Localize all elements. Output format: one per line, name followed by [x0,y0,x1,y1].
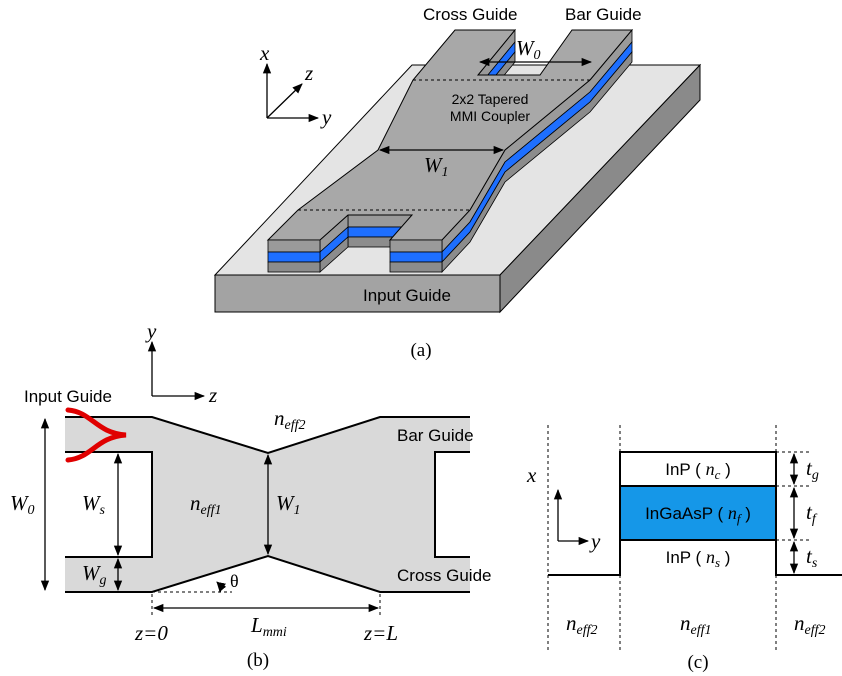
slab-front [215,275,500,312]
caption: (a) [410,340,431,361]
text-part: s [100,503,106,518]
index-symbol: n [794,611,805,635]
text-part: eff1 [201,503,222,518]
guide-front [268,262,320,272]
layer-bracket: ) [720,460,730,479]
thickness-subscript: s [812,556,818,571]
index-label: neff2 [566,611,598,638]
figure: x z y Cross Guide Bar Guide W0 2x2 Taper… [0,0,842,676]
index-symbol: n [566,611,577,635]
dimension-label: W0 [516,36,541,63]
angle-label: θ [230,571,239,591]
guide-label: Input Guide [24,387,112,406]
index-subscript: eff2 [577,623,598,638]
caption: (c) [687,652,708,673]
axis-label: x [259,41,270,65]
axis-label: y [589,529,601,553]
thickness-label: ts [806,544,818,571]
text-part: eff2 [285,418,306,433]
position-label: z=L [363,621,398,645]
text-part: 1 [442,165,449,180]
text-part: mmi [263,625,287,640]
dimension-label: W0 [10,491,35,518]
layer-name: InP ( [666,548,706,567]
axis-arrow [267,84,302,118]
layer-labels: InP ( nc )InGaAsP ( nf )InP ( ns )tgtfts… [566,456,826,638]
text-part: 1 [294,503,301,518]
axis-label: y [320,105,332,129]
guide-label: Cross Guide [397,566,491,585]
text-part: 0 [28,503,35,518]
index-label: neff2 [794,611,826,638]
index-symbol: n [680,611,691,635]
axis-label: x [526,463,537,487]
coupler-label: MMI Coupler [450,108,530,124]
thickness-label: tf [806,500,818,527]
guide-front [268,240,320,252]
index-symbol: n [706,547,715,567]
coupler-label: 2x2 Tapered [452,91,529,107]
angle-arc [217,582,220,592]
text-part: n [274,406,285,430]
position-label: z=0 [134,621,168,645]
text-part: g [100,573,107,588]
guide-front [390,252,442,262]
thickness-subscript: g [812,468,819,483]
layer-bracket: ) [741,504,751,523]
dimension-label: Ws [82,491,106,518]
layer-name: InGaAsP ( [645,504,728,523]
panel-b: y z Input Guide neff2 Bar Guide W0 Ws Wg… [10,319,491,671]
layer-label: InP ( nc ) [665,459,731,482]
caption: (b) [247,650,269,671]
guide-front [390,240,442,252]
index-subscript: eff2 [805,623,826,638]
guide-front [390,262,442,272]
thickness-label: tg [806,456,819,483]
axis-label: y [145,319,157,343]
layer-bracket: ) [720,548,730,567]
thickness-subscript: f [812,512,818,527]
axis-label: z [304,61,313,85]
layer-name: InP ( [665,460,705,479]
text-part: 0 [534,48,541,63]
index-subscript: eff1 [691,623,712,638]
text-part: n [190,491,201,515]
dimension-label: Lmmi [250,613,287,640]
text-part: L [250,613,263,637]
guide-label: Cross Guide [423,5,517,24]
axis-label: z [208,383,217,407]
guide-label: Input Guide [363,286,451,305]
layer-label: InGaAsP ( nf ) [645,503,751,526]
index-symbol: n [706,459,715,479]
index-symbol: n [728,503,737,523]
panel-c: x y InP ( nc )InGaAsP ( nf )InP ( ns )tg… [526,425,842,673]
guide-front [268,252,320,262]
guide-label: Bar Guide [397,426,474,445]
index-label: neff2 [274,406,306,433]
panel-a: x z y Cross Guide Bar Guide W0 2x2 Taper… [215,5,700,361]
guide-label: Bar Guide [565,5,642,24]
index-label: neff1 [680,611,712,638]
layer-label: InP ( ns ) [666,547,731,570]
